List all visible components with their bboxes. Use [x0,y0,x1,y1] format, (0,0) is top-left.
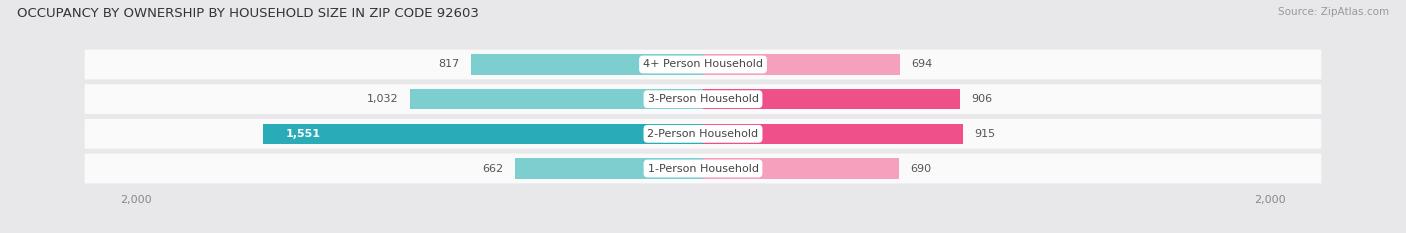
Text: 3-Person Household: 3-Person Household [648,94,758,104]
FancyBboxPatch shape [84,119,1322,149]
Text: 915: 915 [974,129,995,139]
Bar [411,89,703,109]
Text: Source: ZipAtlas.com: Source: ZipAtlas.com [1278,7,1389,17]
FancyBboxPatch shape [84,84,1322,114]
Text: 690: 690 [910,164,931,174]
Text: 4+ Person Household: 4+ Person Household [643,59,763,69]
Bar [703,89,960,109]
Text: 1-Person Household: 1-Person Household [648,164,758,174]
FancyBboxPatch shape [84,154,1322,183]
Text: 694: 694 [911,59,932,69]
Bar [703,55,900,75]
FancyBboxPatch shape [84,50,1322,79]
Text: OCCUPANCY BY OWNERSHIP BY HOUSEHOLD SIZE IN ZIP CODE 92603: OCCUPANCY BY OWNERSHIP BY HOUSEHOLD SIZE… [17,7,479,20]
Bar [263,124,703,144]
Bar [703,124,963,144]
Text: 1,032: 1,032 [367,94,399,104]
Bar [703,158,898,178]
Text: 1,551: 1,551 [285,129,321,139]
Text: 906: 906 [972,94,993,104]
Text: 817: 817 [439,59,460,69]
Text: 662: 662 [482,164,503,174]
Bar [471,55,703,75]
Text: 2-Person Household: 2-Person Household [647,129,759,139]
Bar [515,158,703,178]
